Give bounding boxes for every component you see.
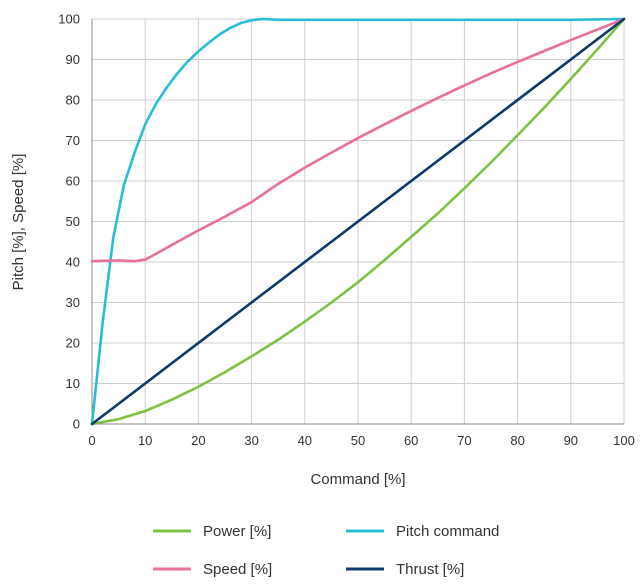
legend-label: Speed [%] — [203, 561, 272, 578]
x-tick-label: 60 — [404, 433, 418, 448]
y-tick-label: 60 — [66, 174, 80, 189]
x-tick-label: 40 — [298, 433, 312, 448]
y-tick-label: 10 — [66, 376, 80, 391]
y-tick-label: 90 — [66, 52, 80, 67]
y-tick-label: 100 — [58, 12, 80, 27]
x-tick-label: 70 — [457, 433, 471, 448]
legend: Power [%] Pitch command Speed [%] Thrust [%… — [153, 523, 499, 578]
legend-item-thrust: Thrust [%] — [346, 561, 464, 578]
legend-item-pitch-command: Pitch command — [346, 523, 499, 540]
pitch-command-line — [90, 17, 626, 426]
y-tick-label: 0 — [73, 417, 80, 432]
y-tick-label: 70 — [66, 133, 80, 148]
y-tick-label: 30 — [66, 295, 80, 310]
y-axis-title: Pitch [%], Speed [%] — [10, 154, 27, 291]
x-axis-title: Command [%] — [310, 471, 405, 488]
x-tick-label: 30 — [244, 433, 258, 448]
x-tick-label: 10 — [138, 433, 152, 448]
series-lines — [90, 17, 626, 426]
y-tick-label: 80 — [66, 93, 80, 108]
speed-line — [90, 17, 626, 263]
y-tick-label: 20 — [66, 336, 80, 351]
x-tick-label: 50 — [351, 433, 365, 448]
legend-item-power: Power [%] — [153, 523, 271, 540]
power-line — [90, 17, 626, 426]
x-tick-label: 90 — [564, 433, 578, 448]
x-tick-label: 80 — [510, 433, 524, 448]
legend-label: Thrust [%] — [396, 561, 464, 578]
thrust-line — [90, 17, 626, 426]
tick-labels: 0 10 20 30 40 50 60 70 80 90 100 0 10 20 30 40 50 60 70 80 9… — [58, 12, 635, 449]
y-tick-label: 40 — [66, 255, 80, 270]
y-tick-label: 50 — [66, 214, 80, 229]
x-tick-label: 20 — [191, 433, 205, 448]
legend-label: Pitch command — [396, 523, 499, 540]
legend-item-speed: Speed [%] — [153, 561, 272, 578]
x-tick-label: 0 — [88, 433, 95, 448]
legend-label: Power [%] — [203, 523, 271, 540]
axes — [91, 19, 624, 425]
x-tick-label: 100 — [613, 433, 635, 448]
